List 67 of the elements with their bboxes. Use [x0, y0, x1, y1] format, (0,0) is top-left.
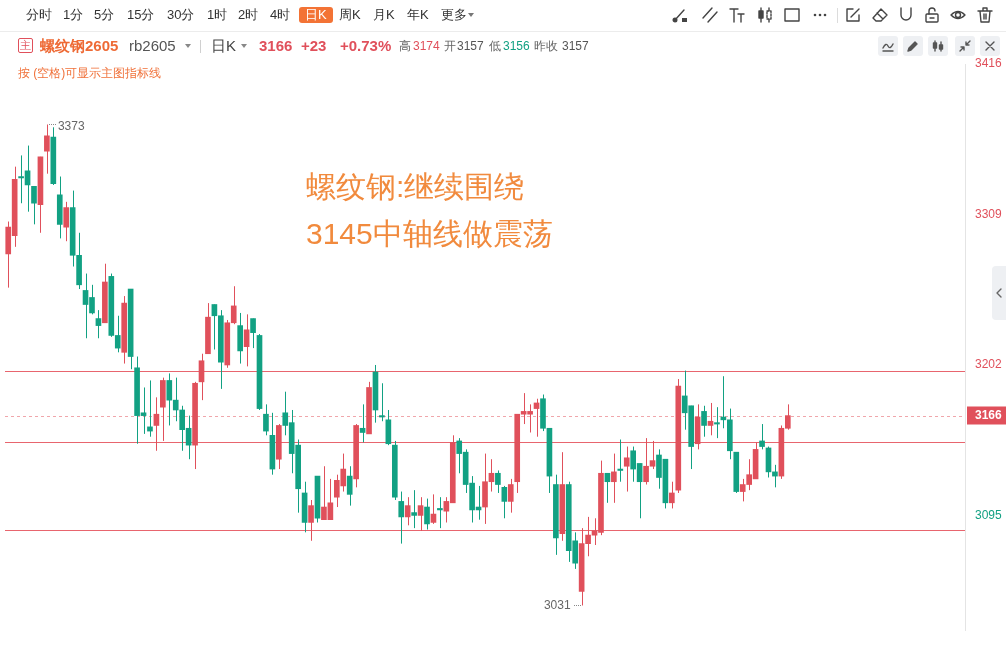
text: 4时: [270, 6, 291, 24]
text: 开: [444, 39, 456, 55]
chart-title: 螺纹钢2605: [40, 36, 119, 56]
candlestick: [172, 377, 179, 422]
annotation: 螺纹钢:继续围绕: [306, 168, 525, 205]
text: 3157: [457, 39, 484, 55]
text: +0.73%: [340, 36, 392, 56]
annotation: 按 (空格)可显示主图指标线: [18, 66, 162, 82]
candlestick: [424, 498, 430, 531]
candlestick: [63, 201, 70, 242]
candlestick: [153, 396, 160, 452]
y-tick-label: 3202: [975, 357, 1003, 372]
text: 昨收: [534, 39, 558, 55]
candlestick: [44, 123, 50, 175]
candlestick: [495, 469, 501, 494]
text: 1分: [63, 6, 84, 24]
text: 月K: [373, 6, 395, 24]
candlestick: [398, 491, 405, 545]
candlestick: [166, 372, 173, 426]
text: 3156: [503, 39, 530, 55]
text: 1时: [207, 6, 228, 24]
text: 日K: [299, 6, 333, 24]
text: 3166: [259, 36, 293, 56]
candlestick: [263, 403, 269, 436]
candlestick: [437, 496, 443, 529]
candlestick: [507, 478, 514, 514]
candlestick: [417, 496, 424, 532]
candlestick: [95, 309, 102, 339]
text: 主: [18, 38, 33, 53]
text: 30分: [167, 6, 195, 24]
text: +23: [301, 36, 327, 56]
text: 高: [399, 39, 411, 55]
candlestick: [611, 453, 617, 504]
chart-subtitle: rb2605: [129, 36, 176, 56]
ref-line-label: 3166: [975, 408, 1003, 423]
text: 分时: [26, 6, 52, 24]
text: 2时: [238, 6, 259, 24]
candlestick: [701, 405, 707, 438]
text: 年K: [407, 6, 429, 24]
text: 更多: [441, 6, 467, 24]
candlestick: [714, 406, 720, 439]
annotation: 3373: [57, 119, 85, 134]
text: 周K: [339, 6, 361, 24]
candlestick: [759, 423, 765, 450]
candlestick: [617, 439, 624, 483]
candlestick: [411, 489, 417, 529]
candlestick: [308, 499, 314, 542]
text: 3174: [413, 39, 440, 55]
candlestick: [379, 382, 385, 422]
candlestick: [501, 485, 508, 519]
annotation: 3145中轴线做震荡: [306, 215, 553, 252]
text: 5分: [94, 6, 115, 24]
candlestick: [623, 446, 630, 493]
candlestick: [243, 313, 250, 367]
candlestick: [346, 465, 353, 507]
candlestick: [31, 185, 37, 225]
text: 3157: [562, 39, 589, 55]
candlestick: [250, 318, 256, 349]
text: 日K: [211, 36, 237, 56]
y-tick-label: 3416: [975, 56, 1003, 71]
y-tick-label: 3309: [975, 206, 1003, 221]
text: 低: [489, 39, 501, 55]
candlestick: [404, 496, 411, 526]
text: 15分: [127, 6, 155, 24]
y-tick-label: 3095: [975, 507, 1003, 522]
candlestick: [669, 481, 675, 509]
annotation: 3031: [543, 598, 571, 613]
